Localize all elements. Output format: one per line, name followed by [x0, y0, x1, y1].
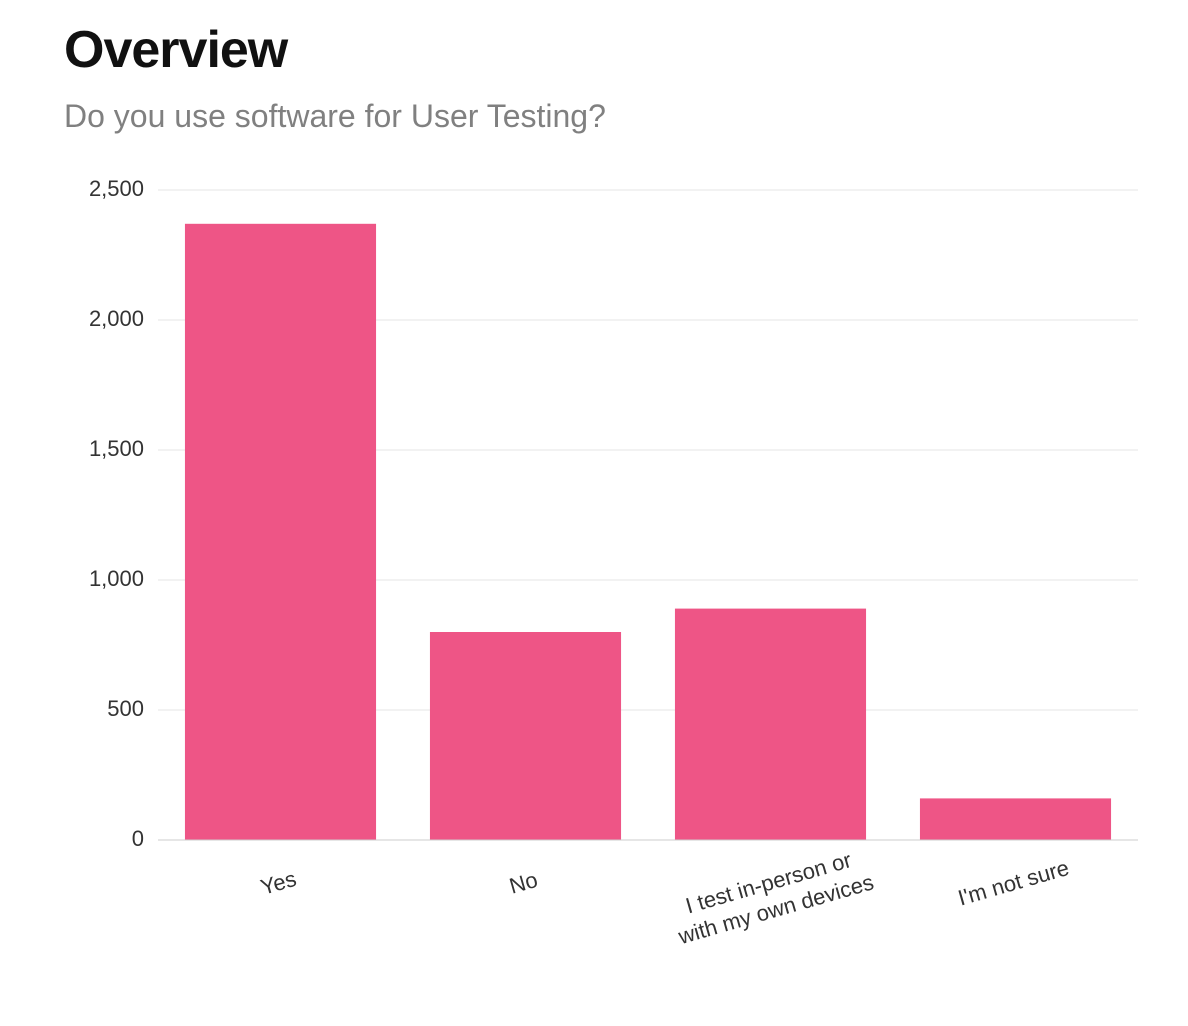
page-subtitle: Do you use software for User Testing?	[64, 98, 1148, 135]
page-title: Overview	[64, 20, 1148, 80]
y-tick-label: 1,000	[89, 566, 144, 591]
bar	[920, 798, 1111, 840]
y-tick-label: 2,500	[89, 180, 144, 201]
bar	[675, 609, 866, 840]
bar-chart: 0 500 1,000 1,500 2,000 2,500 Yes No I test in-p…	[64, 180, 1148, 1000]
x-tick-label: I'm not sure	[955, 855, 1072, 911]
y-tick-label: 0	[132, 826, 144, 851]
y-tick-label: 1,500	[89, 436, 144, 461]
bar-chart-svg: 0 500 1,000 1,500 2,000 2,500 Yes No I test in-p…	[64, 180, 1148, 1000]
x-tick-label: I test in-person orwith my own devices	[667, 843, 876, 949]
x-tick-label: Yes	[258, 866, 299, 900]
y-tick-label: 500	[107, 696, 144, 721]
bar	[185, 224, 376, 840]
page: Overview Do you use software for User Te…	[0, 0, 1188, 1026]
y-tick-label: 2,000	[89, 306, 144, 331]
bar	[430, 632, 621, 840]
x-tick-label: No	[506, 867, 540, 899]
